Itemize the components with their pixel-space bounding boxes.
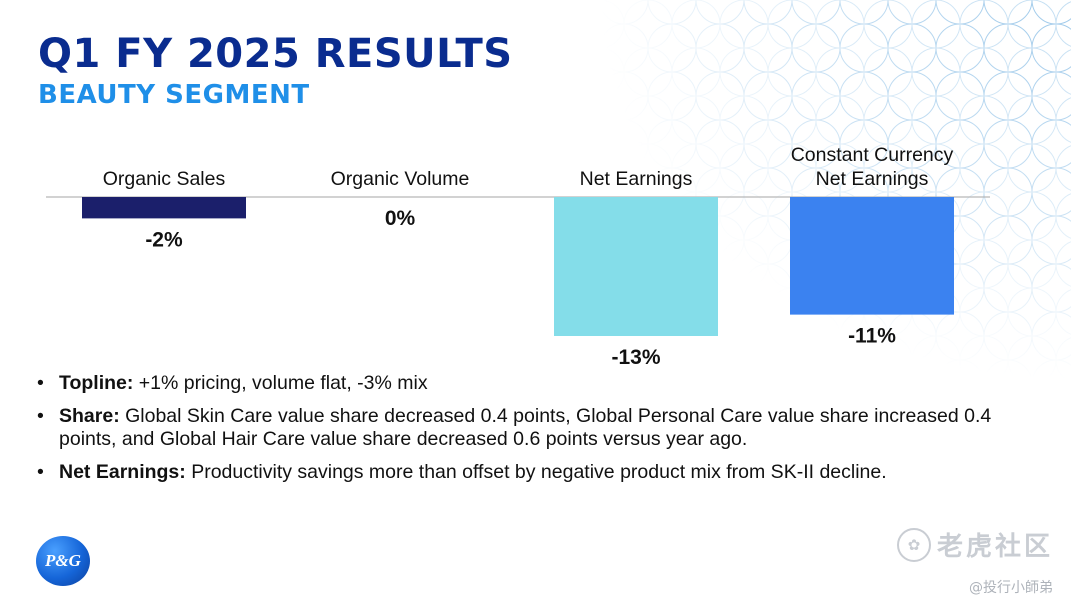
category-label: Organic Volume [331, 168, 470, 190]
category-label: Constant Currency [791, 144, 954, 166]
bar-3 [554, 197, 718, 336]
bullet-dot: • [37, 372, 44, 394]
bar-1 [82, 197, 246, 219]
bullet-text: +1% pricing, volume flat, -3% mix [133, 372, 428, 394]
category-label: Net Earnings [580, 168, 693, 190]
category-label: Net Earnings [816, 168, 929, 190]
data-label: -11% [848, 325, 896, 348]
category-label: Organic Sales [103, 168, 226, 190]
bullet-text: Global Skin Care value share decreased 0… [59, 405, 992, 450]
bullet-share: • Share: Global Skin Care value share de… [36, 405, 1026, 451]
watermark-handle: @投行小師弟 [969, 580, 1053, 596]
watermark-name: 老虎社区 [936, 532, 1053, 562]
watermark-row: ✿ 老虎社区 [896, 526, 1053, 563]
pg-logo: P&G [36, 536, 90, 586]
bullet-net-earnings: • Net Earnings: Productivity savings mor… [36, 461, 1026, 484]
logo-text: P&G [45, 551, 81, 570]
bullet-lead: Net Earnings: [59, 461, 186, 483]
page-title: Q1 FY 2025 RESULTS [38, 31, 513, 77]
bullet-dot: • [37, 405, 44, 427]
data-label: -13% [611, 346, 660, 369]
bar-4 [790, 197, 954, 315]
bullet-text: Productivity savings more than offset by… [185, 461, 887, 483]
bullet-list: • Topline: +1% pricing, volume flat, -3%… [36, 372, 1026, 484]
bullet-dot: • [37, 461, 44, 483]
bullet-lead: Topline: [59, 372, 134, 394]
data-label: -2% [145, 228, 183, 251]
page-subtitle: BEAUTY SEGMENT [38, 80, 310, 110]
bullet-lead: Share: [59, 405, 120, 427]
watermark: ✿ 老虎社区 @投行小師弟 [896, 526, 1053, 597]
tiger-icon: ✿ [896, 527, 931, 562]
bullet-topline: • Topline: +1% pricing, volume flat, -3%… [36, 372, 1026, 395]
data-label: 0% [385, 207, 416, 230]
